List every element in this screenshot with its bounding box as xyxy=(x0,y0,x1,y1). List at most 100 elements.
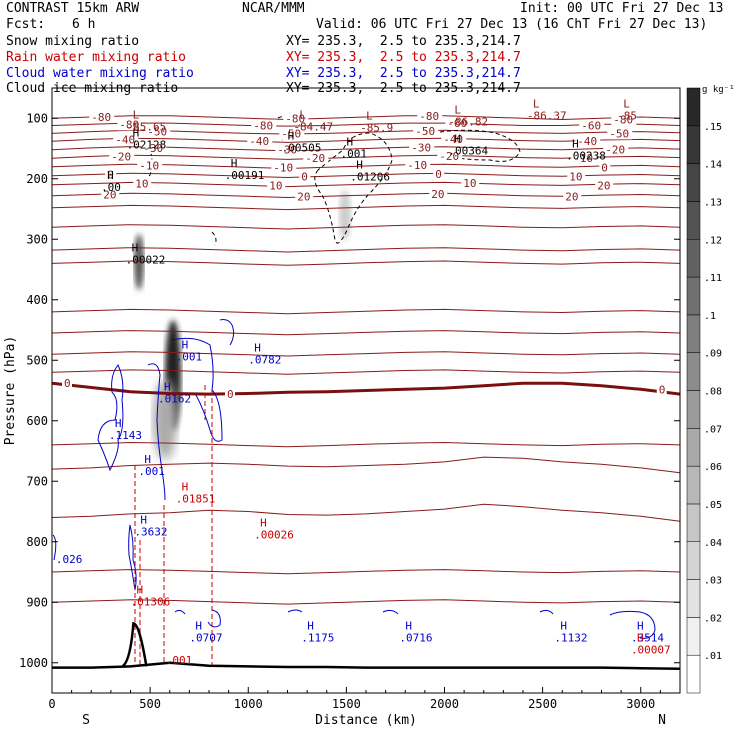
isotherm-label-bg xyxy=(405,158,431,171)
extremum-value: .00 xyxy=(101,181,121,194)
isotherm-line xyxy=(51,115,681,121)
isotherm-line xyxy=(51,351,681,357)
isotherm-label: 0 xyxy=(659,383,666,396)
isotherm-label: 20 xyxy=(597,179,610,192)
y-tick-label: 900 xyxy=(26,595,48,609)
extremum-marker: H xyxy=(254,341,261,354)
field-rain-name: Rain water mixing ratio xyxy=(6,50,187,65)
isotherm-line xyxy=(51,308,681,315)
isotherm-line xyxy=(51,456,681,474)
extremum-value: .1175 xyxy=(301,632,334,645)
x-axis-label: Distance (km) xyxy=(315,713,417,728)
colorbar-tick-label: .1 xyxy=(704,311,716,322)
colorbar-tick-label: .14 xyxy=(704,160,722,171)
isotherm-line xyxy=(51,260,681,266)
isotherm-label: -80 xyxy=(91,111,111,124)
isotherm-label-bg xyxy=(89,111,115,124)
colorbar-bin xyxy=(686,541,701,580)
isotherm-label: -80 xyxy=(285,112,305,125)
extremum-marker: H xyxy=(637,620,644,633)
moisture-contours xyxy=(52,115,656,665)
isotherm-label-bg xyxy=(461,176,480,189)
isotherm-label: -40 xyxy=(443,133,463,146)
isotherm-label-bg xyxy=(267,179,286,192)
isotherm-label-bg xyxy=(109,150,135,163)
forecast-label: Fcst: xyxy=(6,17,46,32)
colorbar-tick-label: .13 xyxy=(704,197,722,208)
isotherm-label: -40 xyxy=(577,135,597,148)
colorbar-bin xyxy=(686,239,701,278)
isotherm-line xyxy=(51,224,681,230)
extremum-marker: H xyxy=(572,137,579,150)
isotherm-label: 0 xyxy=(435,168,442,181)
y-tick-label: 700 xyxy=(26,474,48,488)
extremum-marker: H xyxy=(637,632,644,645)
y-tick-label: 200 xyxy=(26,172,48,186)
x-tick-label: 1500 xyxy=(332,697,361,711)
isotherm-label-bg xyxy=(599,161,611,174)
extremum-marker: H xyxy=(560,620,567,633)
extremum-value: .0782 xyxy=(248,353,281,366)
isotherm-label: -20 xyxy=(605,144,625,157)
isotherm-label-bg xyxy=(283,112,309,125)
y-tick-label: 600 xyxy=(26,414,48,428)
colorbar-tick-label: .07 xyxy=(704,424,722,435)
x-tick-label: 500 xyxy=(139,697,161,711)
colorbar-bin xyxy=(686,352,701,391)
extremum-marker: H xyxy=(260,517,267,530)
isotherm-line xyxy=(51,122,681,127)
isotherm-label: -60 xyxy=(581,120,601,133)
isotherm-label-bg xyxy=(295,190,314,203)
extremum-value: .0162 xyxy=(158,393,191,406)
extremum-value: .001 xyxy=(340,148,367,161)
isotherm-label-bg xyxy=(133,177,152,190)
isotherm-line xyxy=(51,441,681,448)
colorbar-bin xyxy=(686,390,701,429)
isotherm-label-bg xyxy=(409,141,435,154)
extremum-value: .00007 xyxy=(631,644,671,657)
isotherm-label: 0 xyxy=(601,161,608,174)
isotherm-line xyxy=(51,330,681,336)
y-tick-label: 300 xyxy=(26,232,48,246)
colorbar-bin xyxy=(686,617,701,656)
cloud-water-contour xyxy=(171,337,223,442)
colorbar-tick-label: .11 xyxy=(704,273,722,284)
y-tick-label: 400 xyxy=(26,293,48,307)
colorbar-bin xyxy=(686,314,701,353)
cloud-water-contour xyxy=(382,609,399,615)
extremum-marker: L xyxy=(454,104,461,117)
field-rain-xy: XY= 235.3, 2.5 to 235.3,214.7 xyxy=(286,50,521,65)
isotherm-label: -50 xyxy=(281,127,301,140)
extremum-marker: H xyxy=(231,157,238,170)
extremum-value: .00238 xyxy=(566,149,606,162)
isotherm-line xyxy=(51,181,681,188)
isotherm-label-bg xyxy=(563,190,582,203)
extremum-marker: H xyxy=(107,169,114,182)
field-cloudwater-name: Cloud water mixing ratio xyxy=(6,66,194,81)
colorbar-bin xyxy=(686,201,701,240)
isotherm-label-bg xyxy=(429,187,448,200)
extremum-marker: H xyxy=(140,514,147,527)
colorbar-tick-label: .02 xyxy=(704,613,722,624)
isotherm-label-bg xyxy=(656,383,667,396)
x-tick-label: 0 xyxy=(48,697,55,711)
isotherm-label-bg xyxy=(437,149,463,162)
colorbar-bin xyxy=(686,276,701,316)
extremum-value: .0707 xyxy=(189,632,222,645)
isotherm-label-bg xyxy=(417,109,443,122)
isotherm-label: -30 xyxy=(411,141,431,154)
colorbar-tick-label: .15 xyxy=(704,122,722,133)
x-tick-label: 3000 xyxy=(626,697,655,711)
isotherm-label-bg xyxy=(567,170,586,183)
isotherm-label: 20 xyxy=(297,190,310,203)
colorbar-tick-label: .08 xyxy=(704,387,722,398)
extremum-value: .00505 xyxy=(282,142,322,155)
isotherm-label-bg xyxy=(141,141,167,154)
extremum-marker: L xyxy=(133,108,140,121)
colorbar-bin xyxy=(686,503,701,542)
isotherm-label-bg xyxy=(445,117,471,130)
isotherm-label: -50 xyxy=(609,127,629,140)
extremum-marker: L xyxy=(623,97,630,110)
isotherm-label: 10 xyxy=(135,178,148,191)
extremum-marker: L xyxy=(366,110,373,123)
